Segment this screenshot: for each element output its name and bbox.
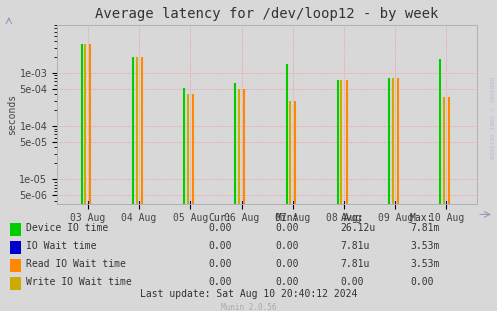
- Title: Average latency for /dev/loop12 - by week: Average latency for /dev/loop12 - by wee…: [95, 7, 439, 21]
- Text: Write IO Wait time: Write IO Wait time: [26, 277, 132, 287]
- Text: Munin 2.0.56: Munin 2.0.56: [221, 303, 276, 311]
- Text: Device IO time: Device IO time: [26, 223, 108, 233]
- Text: RRDTOOL / TOBI OETIKER: RRDTOOL / TOBI OETIKER: [489, 77, 494, 160]
- Text: 0.00: 0.00: [276, 277, 299, 287]
- Text: 0.00: 0.00: [209, 241, 232, 251]
- Text: 7.81u: 7.81u: [340, 241, 370, 251]
- Text: 0.00: 0.00: [340, 277, 364, 287]
- Text: 0.00: 0.00: [209, 259, 232, 269]
- Text: Read IO Wait time: Read IO Wait time: [26, 259, 126, 269]
- Text: 0.00: 0.00: [276, 223, 299, 233]
- Text: 0.00: 0.00: [209, 277, 232, 287]
- Text: 0.00: 0.00: [276, 259, 299, 269]
- Y-axis label: seconds: seconds: [6, 94, 16, 135]
- Text: IO Wait time: IO Wait time: [26, 241, 96, 251]
- Text: Max:: Max:: [410, 213, 433, 223]
- Text: Min:: Min:: [276, 213, 299, 223]
- Text: Cur:: Cur:: [209, 213, 232, 223]
- Text: 7.81m: 7.81m: [410, 223, 439, 233]
- Text: 0.00: 0.00: [410, 277, 433, 287]
- Text: 3.53m: 3.53m: [410, 259, 439, 269]
- Text: 26.12u: 26.12u: [340, 223, 376, 233]
- Text: 0.00: 0.00: [276, 241, 299, 251]
- Text: 7.81u: 7.81u: [340, 259, 370, 269]
- Text: Last update: Sat Aug 10 20:40:12 2024: Last update: Sat Aug 10 20:40:12 2024: [140, 289, 357, 299]
- Text: 0.00: 0.00: [209, 223, 232, 233]
- Text: Avg:: Avg:: [340, 213, 364, 223]
- Text: 3.53m: 3.53m: [410, 241, 439, 251]
